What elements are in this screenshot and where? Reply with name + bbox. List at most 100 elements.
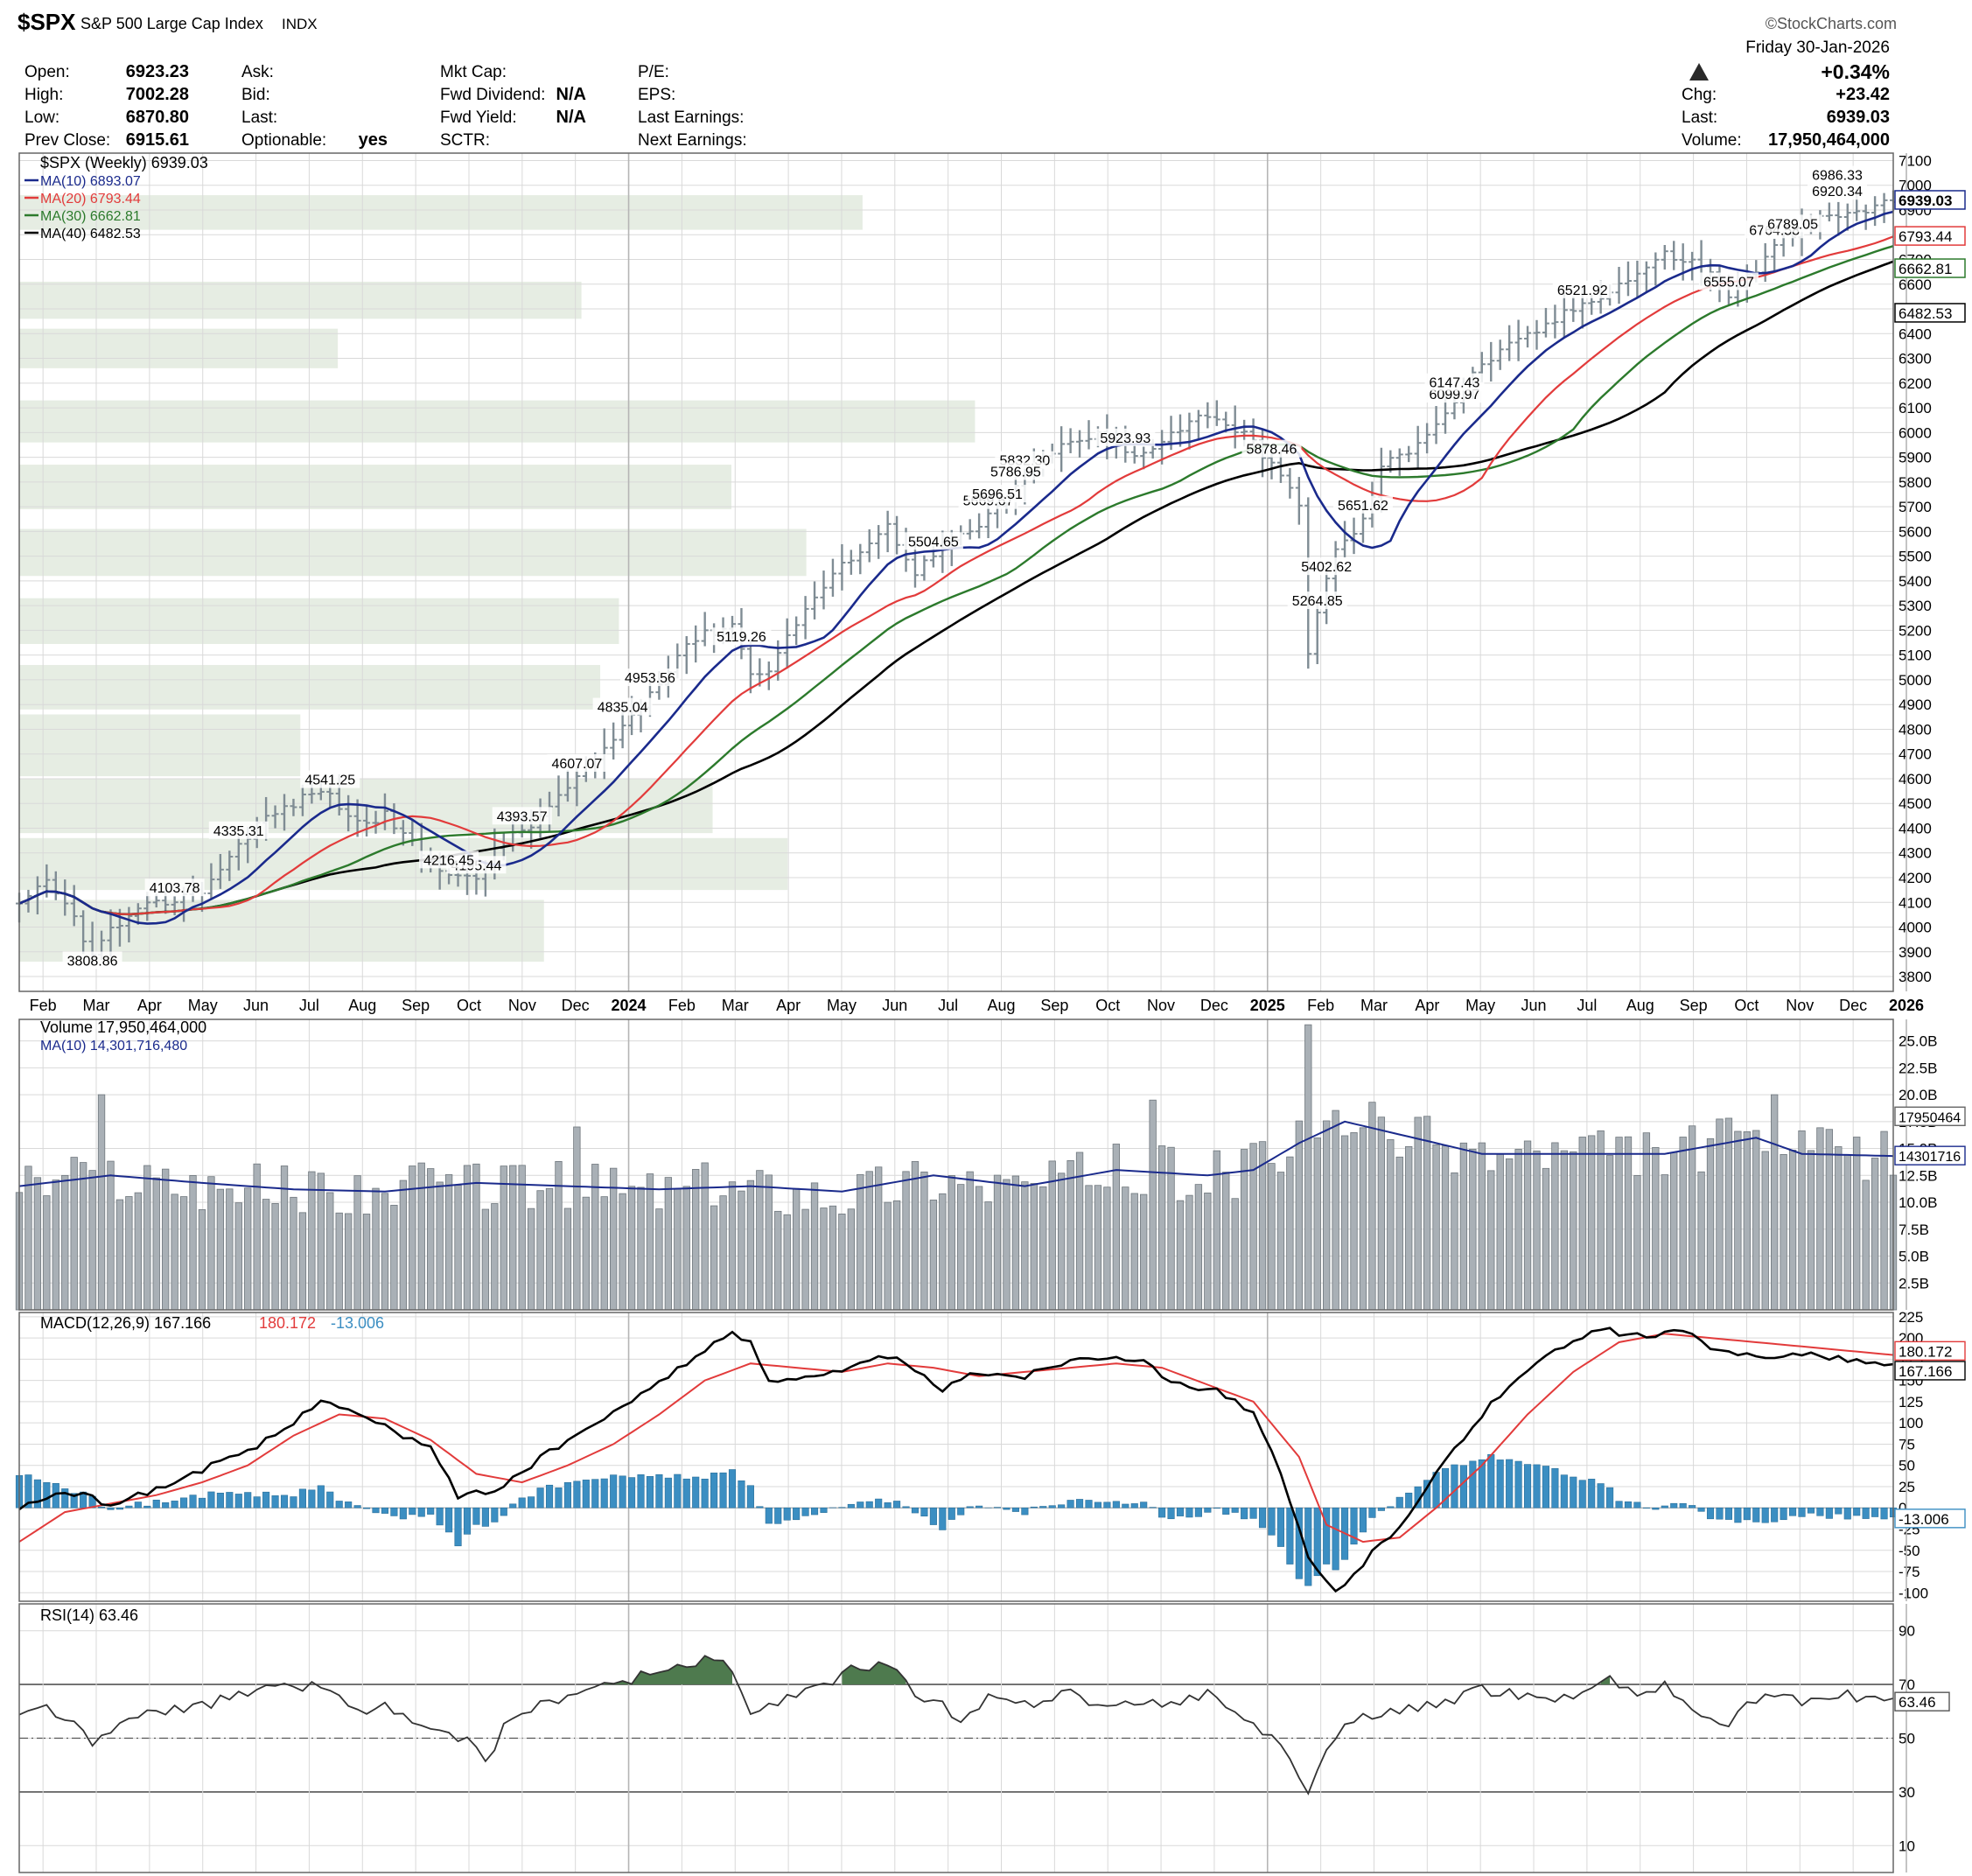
price-callout: 6789.05 <box>1767 217 1818 232</box>
stat-label: Low: <box>24 108 59 127</box>
volume-bar <box>1743 1130 1751 1311</box>
macd-histogram-bar <box>875 1498 883 1508</box>
x-tick-label: Sep <box>1040 997 1068 1014</box>
volume-bar <box>692 1169 700 1311</box>
macd-histogram-bar <box>1506 1459 1514 1508</box>
volume-bar <box>1780 1153 1787 1311</box>
macd-histogram-bar <box>1313 1507 1321 1577</box>
volume-bar <box>701 1162 709 1311</box>
volume-bar <box>97 1094 106 1311</box>
price-callout-bg <box>1808 182 1867 200</box>
volume-bar <box>719 1195 727 1311</box>
price-callout-bg <box>1763 214 1823 233</box>
volume-bar <box>1570 1151 1577 1311</box>
volume-bar <box>1825 1129 1834 1311</box>
volume-bar <box>1157 1145 1166 1311</box>
y-tick-label: -75 <box>1899 1564 1920 1580</box>
macd-histogram-bar <box>1140 1502 1148 1508</box>
volume-bar <box>280 1166 289 1311</box>
y-tick-label: 5300 <box>1899 598 1932 614</box>
legend-entry: MA(10) 14,301,716,480 <box>40 1039 187 1054</box>
macd-histogram-bar <box>1551 1467 1559 1508</box>
volume-bar <box>1862 1180 1870 1311</box>
volume-bar <box>1112 1144 1121 1311</box>
macd-histogram-bar <box>1167 1507 1175 1520</box>
macd-histogram-bar <box>1459 1465 1467 1508</box>
x-tick-label: Sep <box>402 997 430 1014</box>
volume-bar <box>1871 1158 1879 1311</box>
macd-histogram-bar <box>335 1501 343 1508</box>
y-tick-label: -50 <box>1899 1543 1920 1559</box>
macd-histogram-bar <box>171 1501 178 1508</box>
volume-bar <box>43 1195 51 1311</box>
y-tick-label: 4600 <box>1899 771 1932 788</box>
y-tick-label: 12.5B <box>1899 1167 1937 1184</box>
legend-entry: MA(10) 6893.07 <box>40 174 141 189</box>
volume-bar <box>1194 1184 1203 1311</box>
volume-bar <box>738 1190 745 1311</box>
macd-histogram-bar <box>692 1476 700 1508</box>
volume-bar <box>929 1200 938 1311</box>
macd-histogram-bar <box>1542 1466 1550 1508</box>
x-tick-label: Jun <box>882 997 907 1014</box>
y-tick-label: 125 <box>1899 1394 1923 1410</box>
y-tick-label: 100 <box>1899 1415 1923 1432</box>
volume-bar <box>417 1162 425 1311</box>
ma40-line <box>18 260 1894 916</box>
price-callout-bg <box>1808 165 1867 184</box>
macd-histogram-bar <box>1514 1460 1522 1508</box>
stat-label: Next Earnings: <box>638 131 747 150</box>
macd-histogram-bar <box>1130 1503 1138 1508</box>
y-tick-label: 6000 <box>1899 424 1932 441</box>
volume-bar <box>573 1126 581 1311</box>
price-callout: 5264.85 <box>1292 594 1343 609</box>
y-tick-label: 5700 <box>1899 499 1932 515</box>
x-tick-label: Apr <box>776 997 801 1014</box>
stat-label: Fwd Yield: <box>440 108 517 127</box>
volume-bar <box>966 1171 974 1311</box>
volume-bar <box>1496 1153 1504 1311</box>
macd-histogram-bar <box>1039 1506 1047 1508</box>
stat-label: Open: <box>24 63 70 81</box>
brand-logo[interactable]: ©StockCharts.com <box>1766 15 1897 32</box>
macd-histogram-bar <box>1835 1507 1843 1515</box>
macd-histogram-bar <box>1066 1500 1074 1508</box>
stat-value: 6915.61 <box>126 130 189 150</box>
volume-profile-band <box>19 598 619 644</box>
macd-histogram-bar <box>1405 1492 1413 1508</box>
macd-histogram-bar <box>1789 1507 1797 1516</box>
stat-label: EPS: <box>638 86 675 104</box>
macd-histogram-bar <box>563 1482 571 1508</box>
macd-histogram-bar <box>1112 1501 1120 1508</box>
macd-histogram-bar <box>1295 1507 1303 1579</box>
volume-bar <box>1880 1130 1888 1311</box>
macd-histogram-bar <box>628 1477 636 1508</box>
right-value-tag-text: 180.172 <box>1899 1343 1952 1360</box>
macd-histogram-bar <box>911 1507 920 1514</box>
macd-histogram-bar <box>1771 1507 1779 1522</box>
volume-bar <box>1560 1150 1569 1311</box>
x-tick-label: Aug <box>987 997 1015 1014</box>
macd-histogram-bar <box>1853 1507 1861 1516</box>
volume-bar <box>472 1163 480 1311</box>
price-callout-bg <box>711 627 772 646</box>
macd-histogram-bar <box>920 1507 928 1517</box>
right-value-tag <box>1894 303 1966 323</box>
volume-bar <box>271 1203 279 1311</box>
volume-bar <box>362 1214 371 1311</box>
volume-bar <box>1122 1186 1129 1311</box>
macd-histogram-bar <box>262 1491 270 1508</box>
macd-histogram-bar <box>61 1488 69 1508</box>
macd-histogram-bar <box>1807 1507 1815 1514</box>
macd-histogram-bar <box>1249 1507 1257 1519</box>
volume-bar <box>1505 1158 1514 1311</box>
volume-bar <box>1451 1172 1458 1311</box>
right-value-tag <box>1894 258 1966 278</box>
volume-profile-band <box>19 195 863 230</box>
macd-histogram-bar <box>857 1502 864 1508</box>
volume-bar <box>1103 1186 1111 1311</box>
volume-bar <box>1350 1132 1358 1311</box>
macd-histogram-bar <box>207 1491 215 1508</box>
price-callout: 5402.62 <box>1301 560 1352 575</box>
